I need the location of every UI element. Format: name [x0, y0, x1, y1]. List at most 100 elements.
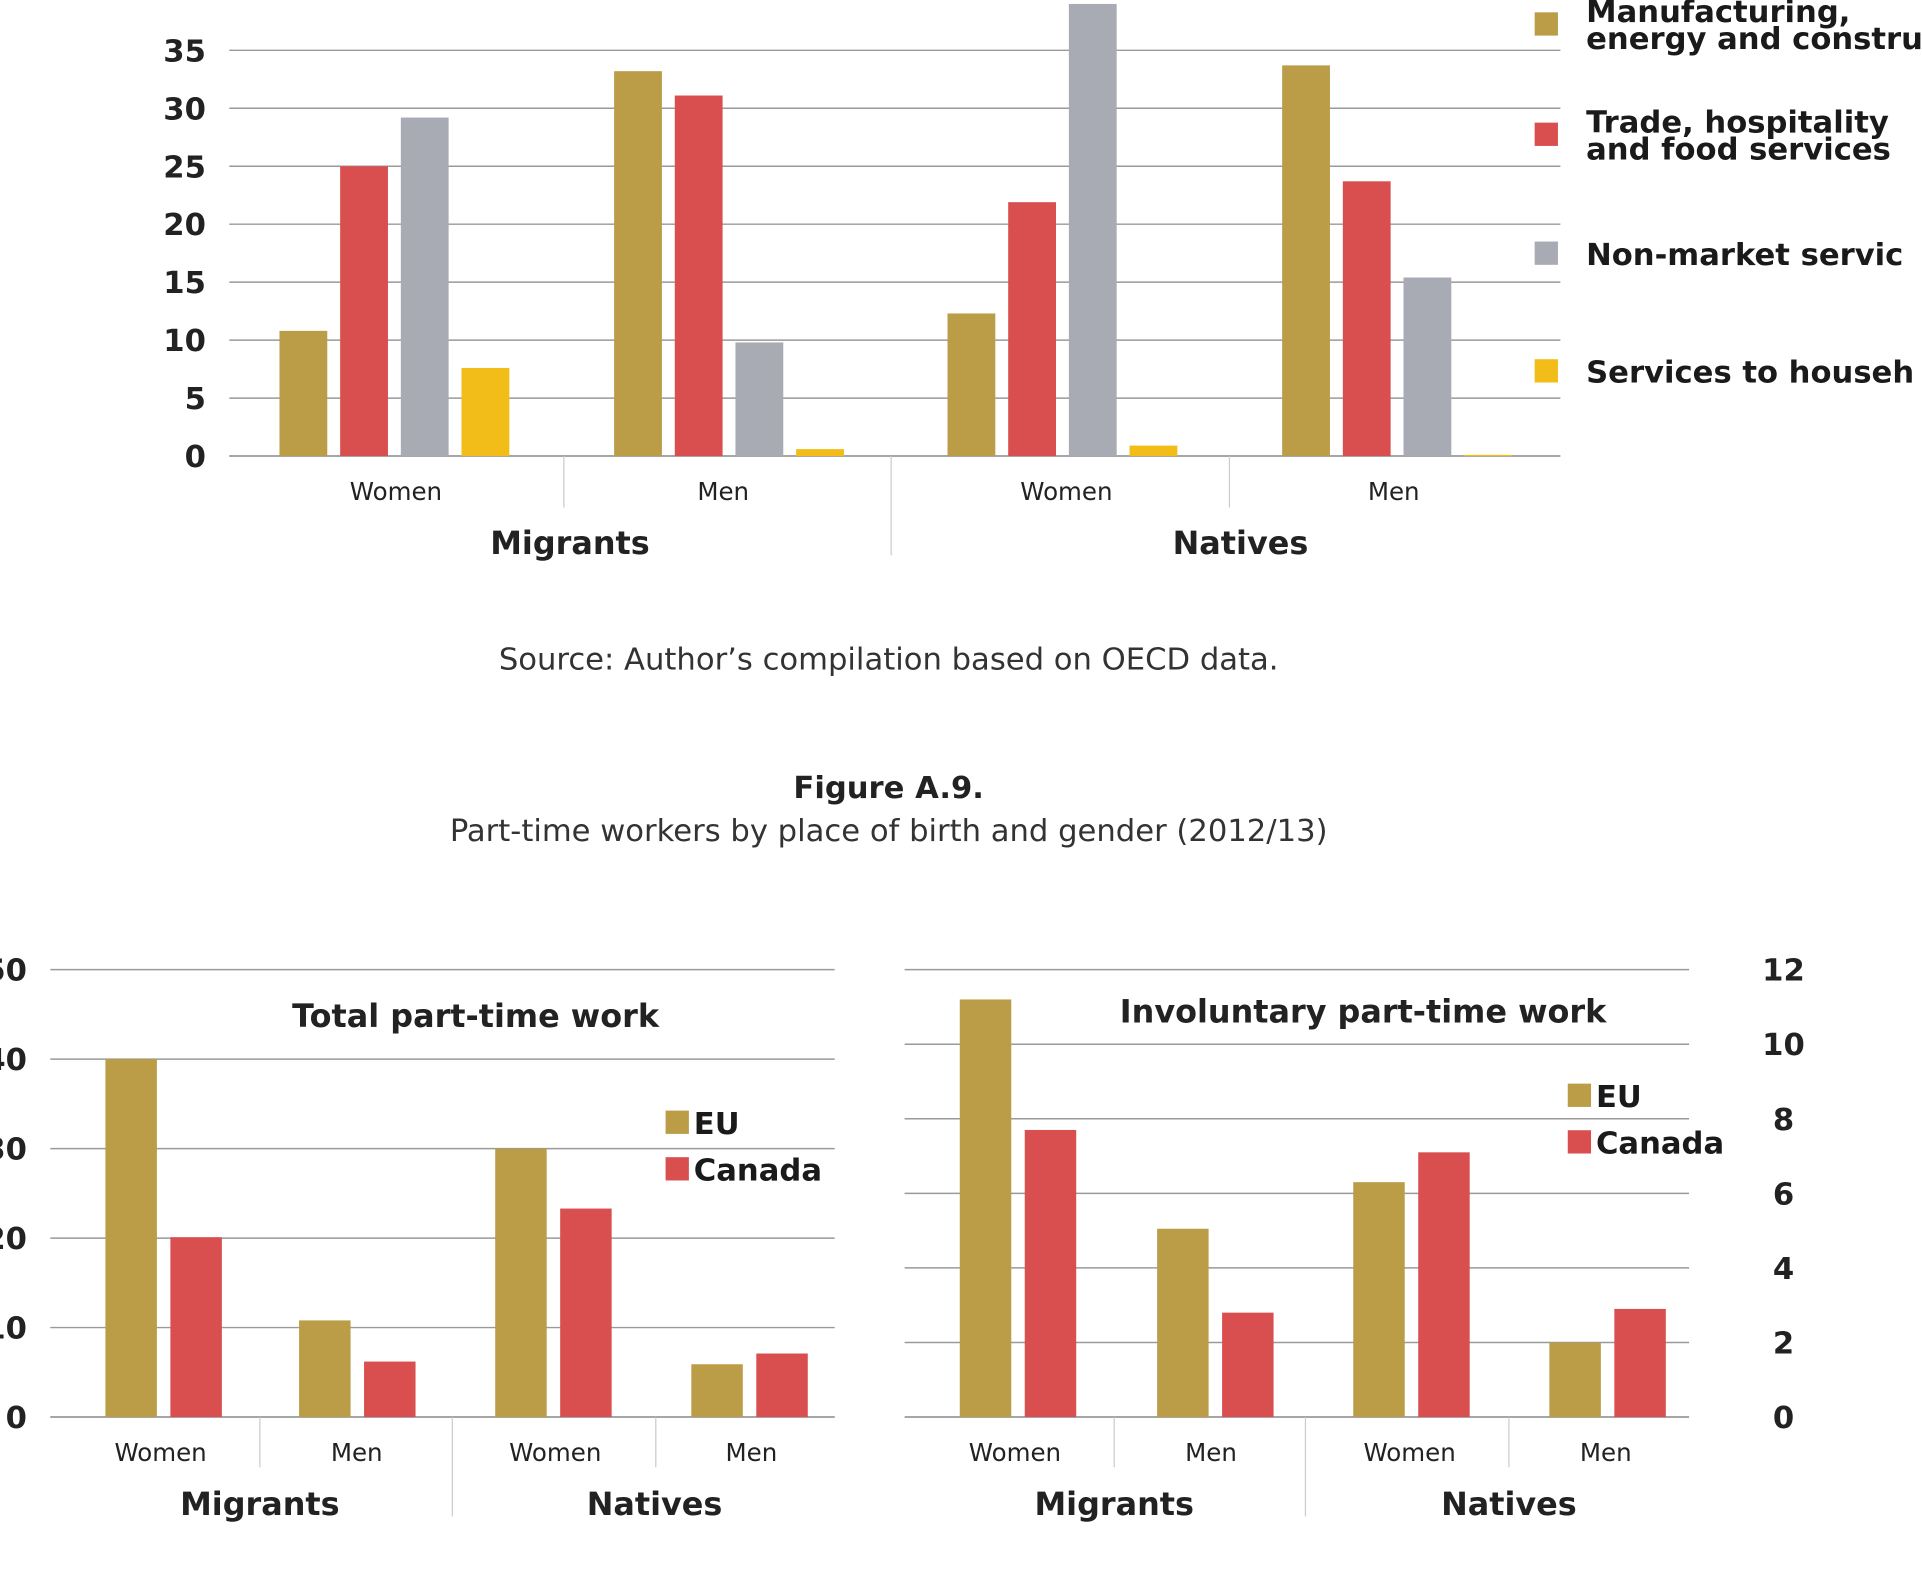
y-tick-label: 30: [0, 1133, 27, 1168]
x-category-label: Women: [1364, 1438, 1456, 1467]
legend-label: Non-market servic: [1586, 238, 1903, 273]
legend-label: Trade, hospitality and food services: [1586, 105, 1891, 167]
bar-1-3: [1614, 1308, 1666, 1418]
bar-2-3: [1403, 277, 1452, 457]
chart-sector-employment: 0 5 10 15 20 25 30 35 Women Men Women Men Migrants Na…: [163, 0, 1922, 562]
y-tick-label: 0: [185, 440, 206, 475]
legend-swatch: [1534, 122, 1558, 146]
chart-total-part-time: 0 10 20 30 40 50 Women Men Women Men Migrants Nativ…: [0, 954, 835, 1523]
legend-swatch: [665, 1110, 689, 1134]
legend-swatch: [1534, 359, 1558, 383]
y-tick-label: 10: [0, 1312, 27, 1347]
legend-label: Manufacturing, energy and constru: [1586, 0, 1922, 57]
legend-label-line: Services to househ: [1586, 355, 1914, 390]
bar-0-1: [614, 71, 662, 457]
bar-0-0: [959, 999, 1012, 1418]
chart-title: Total part-time work: [292, 997, 660, 1035]
y-tick-label: 4: [1773, 1252, 1794, 1287]
bar-0-0: [279, 330, 328, 457]
bar-1-2: [1008, 202, 1056, 457]
bar-1-3: [1342, 181, 1391, 457]
chart-title: Involuntary part-time work: [1120, 992, 1607, 1030]
bar-3-3: [1464, 454, 1512, 457]
x-group-label: Natives: [1173, 524, 1309, 562]
y-tick-label: 20: [0, 1222, 27, 1257]
legend-label: Canada: [694, 1153, 822, 1188]
legend-label: Services to househ: [1586, 355, 1914, 390]
x-category-label: Women: [114, 1438, 206, 1467]
legend-swatch: [665, 1157, 689, 1181]
bar-1-1: [674, 95, 723, 457]
bar-1-0: [1024, 1129, 1077, 1418]
bar-3-1: [796, 449, 844, 457]
legend-label-line: Trade, hospitality: [1586, 105, 1889, 140]
legend-label: EU: [694, 1107, 740, 1142]
bar-1-0: [340, 166, 388, 457]
legend-label: EU: [1596, 1080, 1642, 1115]
legend-label-line: Canada: [694, 1153, 822, 1188]
y-tick-label: 10: [163, 324, 206, 359]
x-category-label: Women: [969, 1438, 1061, 1467]
bar-0-3: [691, 1364, 743, 1418]
x-category-label: Men: [1368, 477, 1420, 506]
figure-number: Figure A.9.: [793, 771, 984, 806]
y-tick-label: 20: [163, 208, 206, 243]
x-group-label: Natives: [1441, 1485, 1577, 1523]
legend-label-line: EU: [694, 1107, 740, 1142]
legend-swatch: [1567, 1130, 1592, 1154]
y-tick-label: 12: [1762, 954, 1805, 989]
bar-0-1: [299, 1320, 351, 1418]
chart-involuntary-part-time: 0 2 4 6 8 10 12 Women Men Women Men Migrants Natives…: [904, 954, 1805, 1523]
y-tick-label: 35: [163, 34, 206, 69]
bar-1-1: [1222, 1312, 1274, 1418]
bar-0-3: [1549, 1342, 1601, 1418]
x-category-label: Men: [1580, 1438, 1632, 1467]
y-tick-label: 8: [1773, 1103, 1794, 1138]
y-tick-label: 40: [0, 1043, 27, 1078]
legend-label-line: and food services: [1586, 132, 1891, 167]
y-tick-label: 6: [1773, 1177, 1794, 1212]
legend-label-line: EU: [1596, 1080, 1642, 1115]
y-tick-label: 25: [163, 150, 206, 185]
x-category-label: Men: [697, 477, 749, 506]
x-group-label: Migrants: [1034, 1485, 1194, 1523]
legend-label-line: Manufacturing,: [1586, 0, 1850, 30]
y-tick-label: 5: [185, 382, 206, 417]
bar-3-2: [1129, 445, 1178, 457]
bar-0-2: [495, 1148, 547, 1418]
x-category-label: Women: [350, 477, 442, 506]
bar-0-0: [105, 1059, 157, 1418]
bar-0-2: [1353, 1182, 1405, 1418]
x-group-label: Migrants: [180, 1485, 340, 1523]
bar-0-2: [947, 313, 996, 457]
bar-1-0: [170, 1237, 222, 1418]
bar-1-2: [1418, 1152, 1470, 1418]
bar-1-1: [364, 1361, 416, 1418]
source-note: Source: Author’s compilation based on OE…: [499, 642, 1279, 677]
x-category-label: Men: [331, 1438, 383, 1467]
legend-label: Canada: [1596, 1127, 1724, 1162]
y-tick-label: 50: [0, 954, 27, 989]
bar-1-2: [560, 1208, 612, 1418]
bar-2-1: [735, 342, 784, 457]
legend-swatch: [1567, 1083, 1592, 1107]
bar-2-2: [1068, 3, 1117, 457]
x-category-label: Women: [509, 1438, 601, 1467]
y-tick-label: 10: [1762, 1028, 1805, 1063]
bar-0-1: [1157, 1228, 1209, 1418]
x-category-label: Women: [1020, 477, 1112, 506]
x-group-label: Natives: [587, 1485, 723, 1523]
legend-label-line: Non-market servic: [1586, 238, 1903, 273]
bar-0-3: [1282, 65, 1330, 457]
x-category-label: Men: [726, 1438, 778, 1467]
y-tick-label: 2: [1773, 1327, 1794, 1362]
bar-2-0: [400, 117, 449, 457]
bar-1-3: [756, 1353, 808, 1418]
y-tick-label: 15: [163, 266, 206, 301]
legend-swatch: [1534, 12, 1558, 36]
y-tick-label: 30: [163, 92, 206, 127]
y-tick-label: 0: [1773, 1401, 1794, 1436]
legend-label-line: Canada: [1596, 1127, 1724, 1162]
x-category-label: Men: [1185, 1438, 1237, 1467]
